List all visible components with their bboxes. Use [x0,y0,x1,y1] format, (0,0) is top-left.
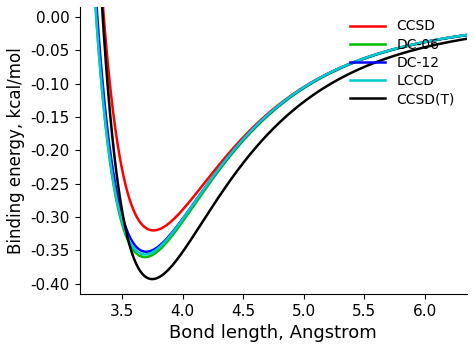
DC-06 [383,50,388,54]
CCSD [266,110,272,114]
DC-06 [256,122,262,126]
LCCD [99,83,104,87]
DC-12 [464,33,470,37]
Line: CCSD(T): CCSD(T) [82,0,467,279]
LCCD [453,34,459,38]
LCCD [266,111,272,115]
CCSD [453,35,459,39]
LCCD [256,120,262,125]
DC-06 [142,255,148,259]
CCSD(T) [99,0,104,2]
LCCD [453,35,459,39]
DC-06 [464,33,470,37]
DC-12 [256,121,262,125]
Y-axis label: Binding energy, kcal/mol: Binding energy, kcal/mol [7,47,25,254]
DC-12 [99,70,104,74]
Line: LCCD: LCCD [82,0,467,254]
CCSD(T) [383,57,388,61]
CCSD [383,50,388,54]
DC-12 [453,35,459,39]
LCCD [142,252,148,257]
DC-12 [266,111,272,116]
Line: DC-06: DC-06 [82,0,467,257]
DC-06 [266,112,272,117]
DC-12 [383,50,388,54]
CCSD(T) [256,141,262,146]
DC-06 [99,84,104,88]
DC-06 [453,35,459,39]
CCSD(T) [149,277,155,281]
Legend: CCSD, DC-06, DC-12, LCCD, CCSD(T): CCSD, DC-06, DC-12, LCCD, CCSD(T) [345,14,460,112]
LCCD [464,33,470,37]
LCCD [383,49,388,53]
CCSD [464,33,470,37]
Line: CCSD: CCSD [82,0,467,230]
X-axis label: Bond length, Angstrom: Bond length, Angstrom [169,324,377,342]
CCSD(T) [453,38,459,43]
CCSD [256,119,262,124]
CCSD [453,35,459,39]
DC-12 [453,35,459,39]
Line: DC-12: DC-12 [82,0,467,252]
CCSD(T) [453,39,459,43]
CCSD(T) [464,37,470,41]
CCSD [151,228,156,232]
CCSD(T) [266,131,272,135]
DC-12 [143,250,149,254]
DC-06 [453,35,459,39]
